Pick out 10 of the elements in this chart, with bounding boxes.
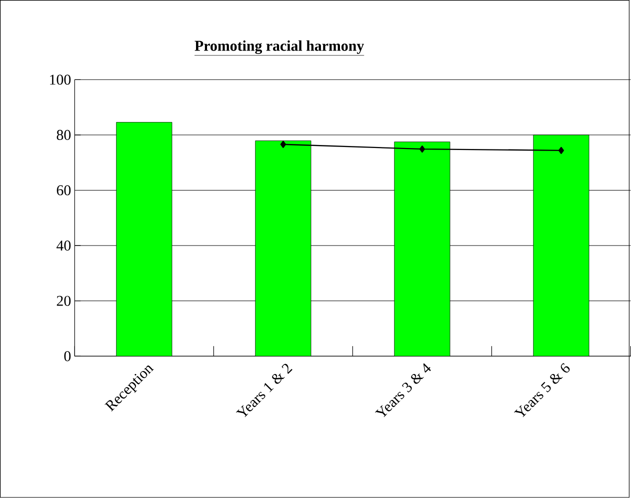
point: [558, 146, 564, 154]
y-tick-label: 0: [64, 351, 71, 362]
y-tick-label: 60: [56, 185, 71, 196]
point: [419, 146, 426, 153]
point: [280, 140, 286, 148]
y-tick-label: 100: [50, 74, 71, 85]
y-tick-label: 20: [56, 296, 71, 306]
y-tick-label: 80: [56, 130, 71, 140]
chart-title: Promoting racial harmony: [194, 40, 364, 54]
y-tick-label: 40: [56, 240, 71, 251]
